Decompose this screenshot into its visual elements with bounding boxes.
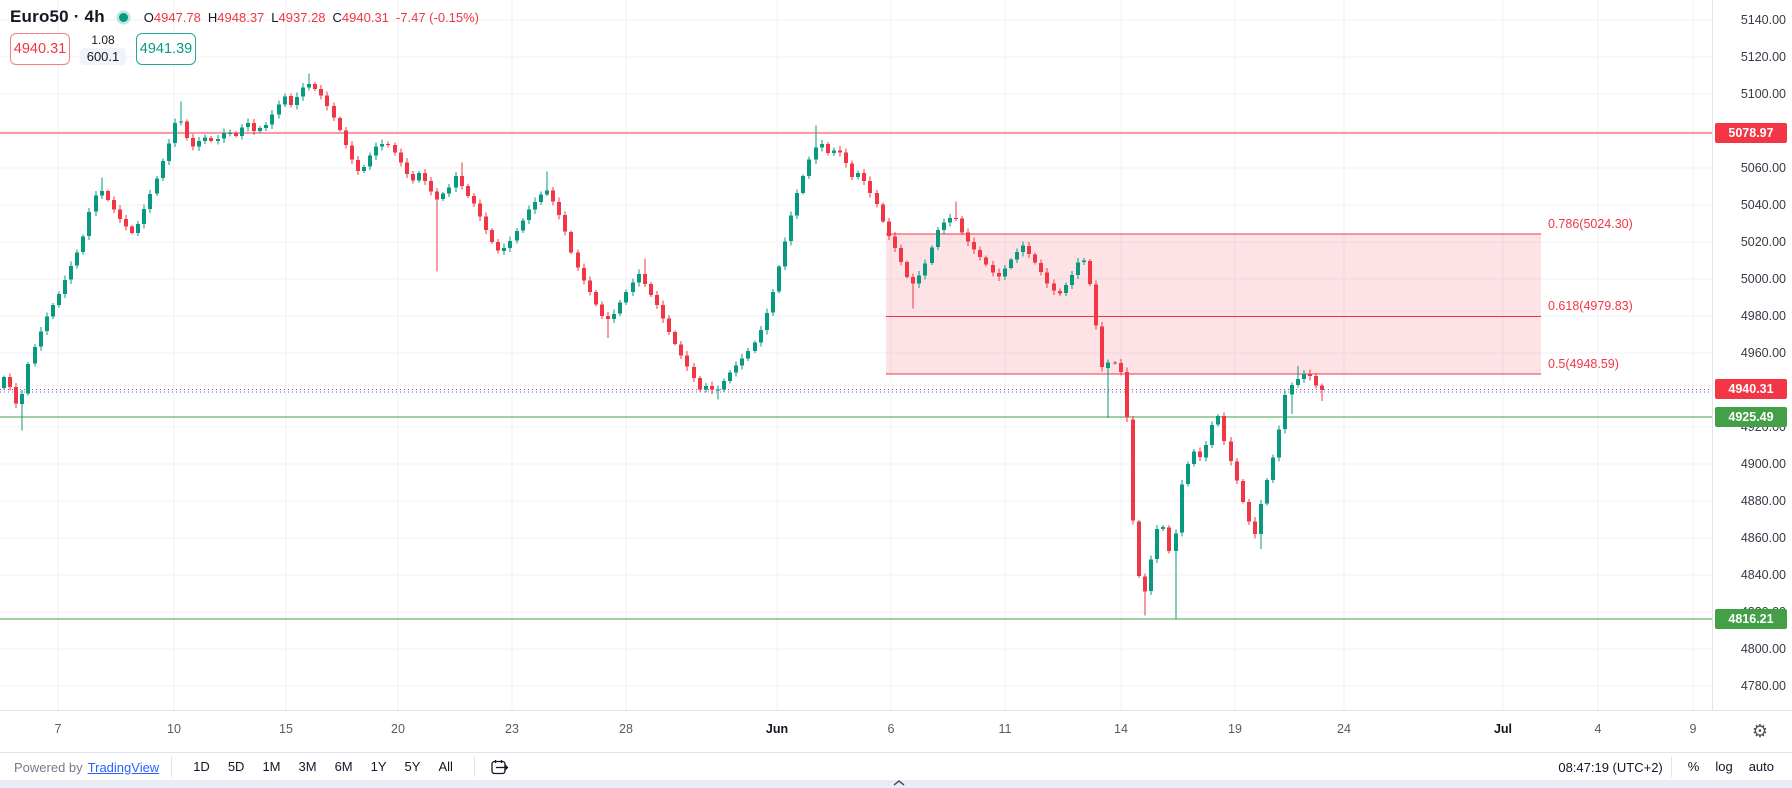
price-tick-4860: 4860.00: [1740, 531, 1786, 545]
price-tick-5100: 5100.00: [1740, 87, 1786, 101]
scale-mode-log[interactable]: log: [1715, 759, 1733, 774]
go-to-date-icon[interactable]: [487, 756, 513, 778]
market-status-icon[interactable]: [118, 12, 128, 22]
chart-plot-area[interactable]: 0.786(5024.30) 0.618(4979.83) 0.5(4948.59)…: [0, 0, 1712, 710]
time-axis[interactable]: ⚙ 7 10 15 20 23 28 Jun 6 11 14 19 24 Jul 4 9: [0, 710, 1792, 753]
time-tick-11: 11: [998, 722, 1012, 736]
time-tick-7: 7: [54, 722, 62, 736]
change-value: -7.47 (-0.15%): [395, 9, 480, 25]
gear-icon[interactable]: ⚙: [1751, 720, 1769, 741]
time-tick-14: 14: [1114, 722, 1128, 736]
candlestick-chart[interactable]: [0, 0, 1712, 710]
price-tick-5020: 5020.00: [1740, 235, 1786, 249]
price-tick-5120: 5120.00: [1740, 50, 1786, 64]
range-button-1d[interactable]: 1D: [193, 759, 210, 774]
time-tick-15: 15: [279, 722, 293, 736]
fib-level-label-0.618: 0.618(4979.83): [1548, 299, 1633, 314]
ohlc-values: O4947.78 H4948.37 L4937.28 C4940.31 -7.4…: [144, 10, 479, 25]
price-badge-5078.97: 5078.97: [1715, 122, 1787, 143]
time-tick-6: 6: [887, 722, 895, 736]
fib-level-label-0.786: 0.786(5024.30): [1548, 217, 1633, 232]
toolbar-divider: [1670, 757, 1672, 777]
range-button-1m[interactable]: 1M: [262, 759, 281, 774]
fib-zone[interactable]: [886, 233, 1541, 375]
time-tick-4: 4: [1594, 722, 1602, 736]
fib-level-label-0.5: 0.5(4948.59): [1548, 357, 1619, 372]
price-badge-4940.31: 4940.31: [1715, 379, 1787, 400]
lot-size-value[interactable]: 600.1: [79, 48, 127, 65]
clock-label[interactable]: 08:47:19 (UTC+2): [1558, 759, 1663, 775]
symbol-title[interactable]: Euro50 · 4h: [10, 7, 105, 26]
buy-ask-button[interactable]: 4941.39: [136, 33, 196, 65]
tradingview-link[interactable]: TradingView: [87, 759, 160, 775]
scale-mode-buttons: % log auto: [1680, 758, 1782, 776]
price-badge-4816.21: 4816.21: [1715, 609, 1787, 629]
toolbar-divider: [473, 757, 475, 777]
range-button-6m[interactable]: 6M: [334, 759, 353, 774]
price-tick-4900: 4900.00: [1740, 457, 1786, 471]
price-tick-4960: 4960.00: [1740, 346, 1786, 360]
price-tick-4800: 4800.00: [1740, 642, 1786, 656]
price-badge-4925.49: 4925.49: [1715, 406, 1787, 427]
range-button-all[interactable]: All: [438, 759, 453, 774]
spread-value: 1.08: [91, 33, 115, 47]
price-axis-separator: [1712, 0, 1713, 710]
price-tick-4980: 4980.00: [1740, 309, 1786, 323]
toolbar-right-group: 08:47:19 (UTC+2) % log auto: [1558, 753, 1792, 781]
time-tick-28: 28: [619, 722, 633, 736]
chevron-up-icon[interactable]: [890, 779, 908, 788]
open-value: O4947.78: [143, 9, 201, 25]
powered-by-label: Powered by: [14, 759, 83, 775]
time-tick-10: 10: [167, 722, 181, 736]
time-tick-Jun: Jun: [765, 722, 789, 736]
time-tick-19: 19: [1228, 722, 1242, 736]
range-button-3m[interactable]: 3M: [298, 759, 317, 774]
price-tick-4780: 4780.00: [1740, 679, 1786, 693]
time-tick-24: 24: [1337, 722, 1351, 736]
range-button-5y[interactable]: 5Y: [404, 759, 421, 774]
toolbar-left-group: Powered by TradingView 1D 5D 1M 3M 6M 1Y 5Y All: [0, 753, 513, 781]
price-tick-5040: 5040.00: [1740, 198, 1786, 212]
range-button-1y[interactable]: 1Y: [370, 759, 387, 774]
bottom-strip: [0, 780, 1792, 788]
price-axis[interactable]: 5140.005120.005100.005080.005060.005040.…: [1713, 0, 1792, 710]
high-value: H4948.37: [207, 9, 265, 25]
price-tick-5000: 5000.00: [1740, 272, 1786, 286]
chart-header-overlay: Euro50 · 4h O4947.78 H4948.37 L4937.28 C…: [10, 6, 479, 65]
range-buttons: 1D 5D 1M 3M 6M 1Y 5Y All: [184, 758, 462, 776]
close-value: C4940.31: [332, 9, 389, 25]
spread-info: 1.08 600.1: [75, 33, 131, 65]
price-tick-5140: 5140.00: [1740, 13, 1786, 27]
price-tick-5060: 5060.00: [1740, 161, 1786, 175]
scale-mode-auto[interactable]: auto: [1748, 759, 1774, 774]
price-tick-4840: 4840.00: [1740, 568, 1786, 582]
time-tick-9: 9: [1689, 722, 1697, 736]
time-tick-Jul: Jul: [1493, 722, 1513, 736]
price-tick-4880: 4880.00: [1740, 494, 1786, 508]
low-value: L4937.28: [271, 9, 326, 25]
range-button-5d[interactable]: 5D: [227, 759, 245, 774]
grid: [0, 0, 1712, 710]
toolbar-divider: [171, 757, 173, 777]
candles[interactable]: [2, 73, 1324, 619]
sell-bid-button[interactable]: 4940.31: [10, 33, 70, 65]
bottom-toolbar: Powered by TradingView 1D 5D 1M 3M 6M 1Y 5Y All…: [0, 752, 1792, 781]
time-tick-23: 23: [505, 722, 519, 736]
scale-mode-percent[interactable]: %: [1687, 759, 1700, 774]
time-tick-20: 20: [391, 722, 405, 736]
